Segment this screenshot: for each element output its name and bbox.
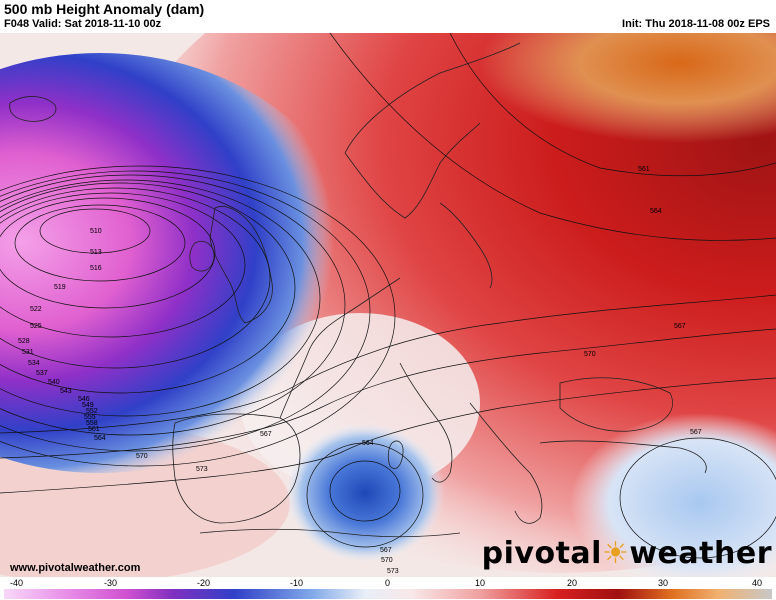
contour-label: 564	[650, 208, 662, 215]
colorbar: -40 -30 -20 -10 0 10 20 30 40	[0, 577, 776, 600]
east-low-anomaly	[570, 413, 776, 577]
anomaly-map: 510 513 516 519 522 525 528 531 534 537 …	[0, 33, 776, 577]
contour-label: 561	[88, 426, 100, 433]
contour-label: 510	[90, 228, 102, 235]
colorbar-tick: -40	[10, 578, 23, 588]
contour-label: 564	[362, 440, 374, 447]
contour-label: 555	[84, 414, 96, 421]
contour-label: 570	[584, 351, 596, 358]
map-canvas: 510 513 516 519 522 525 528 531 534 537 …	[0, 33, 776, 577]
colorbar-tick: 0	[385, 578, 390, 588]
brand-logo: pivotal☀weather	[482, 536, 772, 571]
contour-label: 525	[30, 323, 42, 330]
contour-label: 558	[86, 420, 98, 427]
colorbar-svg: -40 -30 -20 -10 0 10 20 30 40	[4, 578, 772, 599]
colorbar-tick: 20	[567, 578, 577, 588]
colorbar-gradient	[4, 589, 772, 599]
contour-label: 573	[196, 466, 208, 473]
contour-label: 552	[86, 408, 98, 415]
website-url: www.pivotalweather.com	[10, 562, 141, 574]
contour-label: 570	[381, 557, 393, 564]
init-time: Init: Thu 2018-11-08 00z EPS	[622, 18, 770, 30]
contour-label: 561	[638, 166, 650, 173]
brand-right-word: weather	[629, 536, 772, 571]
atlantic-trough-anomaly	[0, 53, 360, 473]
contour-label: 516	[90, 265, 102, 272]
contour-label: 531	[22, 349, 34, 356]
contour-label: 522	[30, 306, 42, 313]
contour-label: 567	[260, 431, 272, 438]
contour-labels: 510 513 516 519 522 525 528 531 534 537 …	[18, 166, 702, 575]
contour-label: 543	[60, 388, 72, 395]
contour-label: 570	[136, 453, 148, 460]
colorbar-tick: 10	[475, 578, 485, 588]
sun-icon: ☀	[601, 536, 630, 571]
colorbar-tick: 30	[658, 578, 668, 588]
contour-label: 528	[18, 338, 30, 345]
contour-label: 534	[28, 360, 40, 367]
contour-label: 546	[78, 396, 90, 403]
map-header: 500 mb Height Anomaly (dam) F048 Valid: …	[0, 0, 776, 33]
contour-label: 573	[387, 568, 399, 575]
colorbar-tick: 40	[752, 578, 762, 588]
contour-label: 519	[54, 284, 66, 291]
colorbar-tick: -20	[197, 578, 210, 588]
map-title: 500 mb Height Anomaly (dam)	[4, 1, 205, 17]
colorbar-tick: -30	[104, 578, 117, 588]
brand-left-word: pivotal	[481, 536, 602, 571]
arctic-warm-anomaly	[480, 33, 776, 143]
coastlines	[9, 42, 707, 538]
contour-label: 513	[90, 249, 102, 256]
contour-label: 540	[48, 379, 60, 386]
contour-label: 567	[690, 429, 702, 436]
contour-label: 537	[36, 370, 48, 377]
contour-label: 564	[94, 435, 106, 442]
valid-time: F048 Valid: Sat 2018-11-10 00z	[4, 18, 162, 30]
contour-label: 567	[674, 323, 686, 330]
colorbar-tick: -10	[290, 578, 303, 588]
contour-label: 567	[380, 547, 392, 554]
height-contours	[0, 33, 776, 559]
contour-label: 549	[82, 402, 94, 409]
